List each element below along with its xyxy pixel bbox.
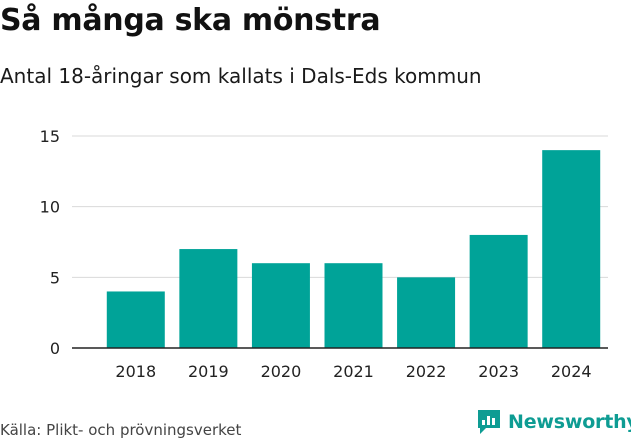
x-tick-label: 2023	[478, 362, 519, 381]
brand-logo: Newsworthy	[476, 406, 631, 438]
newsworthy-logo-icon	[478, 410, 500, 434]
bar	[469, 234, 528, 348]
x-tick-label: 2019	[188, 362, 229, 381]
bar	[324, 263, 383, 348]
y-tick-label: 15	[40, 127, 60, 146]
brand-name: Newsworthy	[508, 411, 631, 433]
source-note: Källa: Plikt- och prövningsverket	[0, 421, 242, 439]
bar	[106, 291, 165, 348]
y-tick-label: 5	[50, 268, 60, 287]
bar	[542, 150, 601, 348]
bar	[179, 249, 238, 348]
bar	[397, 277, 456, 348]
x-tick-label: 2022	[406, 362, 447, 381]
chart-title: Så många ska mönstra	[0, 3, 381, 38]
y-tick-label: 10	[40, 198, 60, 217]
x-tick-label: 2024	[551, 362, 592, 381]
chart-subtitle: Antal 18-åringar som kallats i Dals-Eds …	[0, 64, 482, 88]
x-tick-label: 2021	[333, 362, 374, 381]
x-tick-label: 2018	[115, 362, 156, 381]
x-tick-label: 2020	[261, 362, 302, 381]
y-tick-label: 0	[50, 339, 60, 358]
bar	[251, 263, 310, 348]
